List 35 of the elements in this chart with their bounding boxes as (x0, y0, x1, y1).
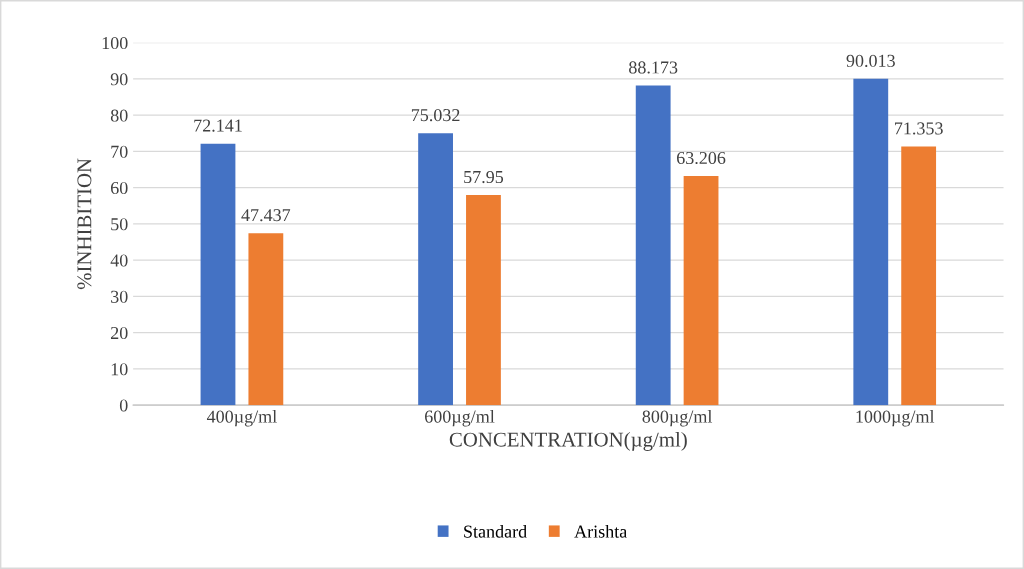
y-tick-label: 10 (111, 363, 128, 376)
bar (418, 133, 453, 406)
y-tick-label: 80 (110, 109, 128, 122)
data-label: 90.013 (846, 54, 895, 67)
x-tick-label: 400µg/ml (206, 409, 277, 427)
legend-label: Standard (464, 525, 527, 538)
y-tick-label: 40 (110, 254, 128, 267)
y-tick-label: 30 (111, 290, 128, 303)
x-tick-label: 1000µg/ml (856, 409, 935, 427)
x-tick-label: 800µg/ml (642, 409, 713, 427)
y-tick-label: 70 (111, 145, 128, 158)
data-label: 47.437 (241, 209, 291, 222)
bar (853, 78, 889, 406)
data-label: 75.032 (411, 108, 460, 122)
y-tick-label: 90 (110, 73, 128, 86)
legend-label: Arishta (574, 525, 628, 538)
y-axis-title: %INHIBITION (77, 158, 92, 290)
data-label: 71.353 (895, 122, 943, 135)
bar (466, 195, 501, 406)
bar (248, 233, 284, 406)
y-tick-label: 100 (102, 36, 128, 50)
y-tick-label: 50 (111, 218, 128, 231)
bar (901, 146, 937, 406)
data-label: 63.206 (677, 151, 726, 165)
bar (200, 143, 236, 406)
x-tick-label: 600µg/ml (425, 409, 495, 427)
y-tick-label: 0 (119, 399, 128, 412)
bar (683, 176, 719, 406)
data-label: 72.141 (194, 119, 242, 132)
x-axis-title: CONCENTRATION(µg/ml) (449, 431, 687, 451)
y-tick-label: 60 (110, 181, 128, 195)
y-tick-label: 20 (111, 326, 128, 340)
bar (635, 85, 671, 406)
data-label: 57.95 (464, 170, 504, 184)
data-label: 88.173 (629, 61, 678, 74)
